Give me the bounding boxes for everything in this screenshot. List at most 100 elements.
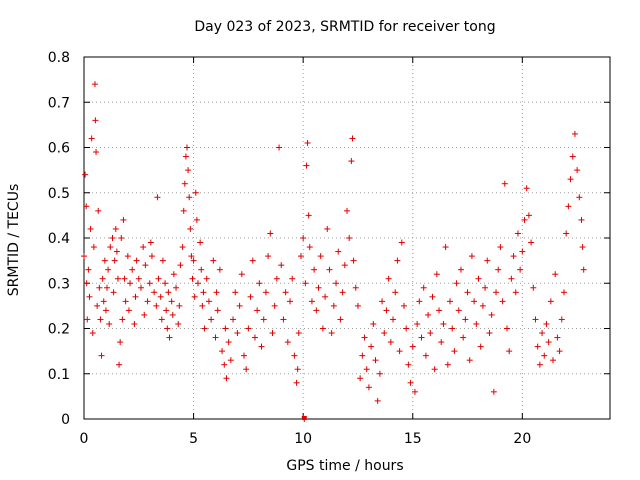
data-point [365,384,372,391]
data-point [306,244,313,251]
data-point [82,171,89,178]
data-point [118,235,125,241]
data-point [86,293,93,300]
data-point [146,280,153,287]
data-point [214,307,221,314]
data-point [182,153,189,160]
data-point [304,139,311,146]
data-point [576,194,583,201]
data-point [326,266,333,273]
data-point [280,316,287,323]
x-tick-label: 10 [294,431,312,447]
data-point [374,397,381,404]
data-point [383,307,390,314]
data-point [521,216,528,223]
data-point [106,320,113,327]
data-point [107,244,114,251]
data-point [460,334,467,341]
data-point [574,167,581,174]
data-point [121,275,128,282]
data-point [98,352,105,359]
data-point [132,293,139,300]
data-point [169,311,176,318]
data-point [93,149,100,156]
data-point [85,266,92,273]
data-point [530,284,537,291]
data-point [238,271,245,278]
data-point [273,275,280,282]
data-point [497,244,504,251]
data-point [258,343,265,350]
data-point [333,280,340,287]
data-point [225,339,232,346]
data-point [251,334,258,341]
data-point [247,293,254,300]
data-point [276,144,283,151]
data-point [457,266,464,273]
data-point [199,302,206,309]
data-point [289,275,296,282]
data-point [519,248,526,255]
data-point [409,343,416,350]
data-point [179,244,186,251]
data-point [192,189,199,196]
data-point [381,330,388,337]
data-point [349,135,356,142]
data-point [475,275,482,282]
data-point [361,334,368,341]
data-point [411,388,418,395]
y-tick-label: 0.1 [48,367,70,383]
data-point [164,325,171,332]
data-point [191,293,198,300]
data-point [308,298,315,305]
data-point [451,348,458,355]
data-point [552,271,559,278]
data-point [493,289,500,296]
data-point [278,262,285,269]
data-point [203,275,210,282]
data-point [96,284,103,291]
data-point [111,257,118,264]
data-point [319,325,326,332]
data-point [545,339,552,346]
data-point [482,284,489,291]
data-point [197,239,204,246]
data-point [104,284,111,291]
data-point [560,289,567,296]
data-point [317,253,324,260]
data-point [539,330,546,337]
data-point [165,289,172,296]
data-point [536,361,543,368]
x-tick-label: 15 [404,431,422,447]
data-point [431,366,438,373]
data-point [234,330,241,337]
data-point [554,334,561,341]
data-point [580,266,587,273]
data-point [328,330,335,337]
data-point [210,257,217,264]
data-point [265,253,272,260]
data-point [418,334,425,341]
x-axis-label: GPS time / hours [286,458,403,474]
data-point [335,248,342,255]
data-point [101,257,108,264]
data-point [227,357,234,364]
data-point [455,307,462,314]
data-point [449,325,456,332]
data-point [477,343,484,350]
data-point [142,262,149,269]
data-point [254,307,261,314]
data-point [216,266,223,273]
data-point [267,230,274,237]
data-point [163,307,170,314]
data-point [200,289,207,296]
data-point [245,325,252,332]
data-point [135,275,142,282]
data-point [116,361,123,368]
data-point [547,298,554,305]
data-point [125,307,132,314]
data-point [112,225,119,232]
data-point [324,225,331,232]
data-point [501,180,508,187]
data-point [473,320,480,327]
